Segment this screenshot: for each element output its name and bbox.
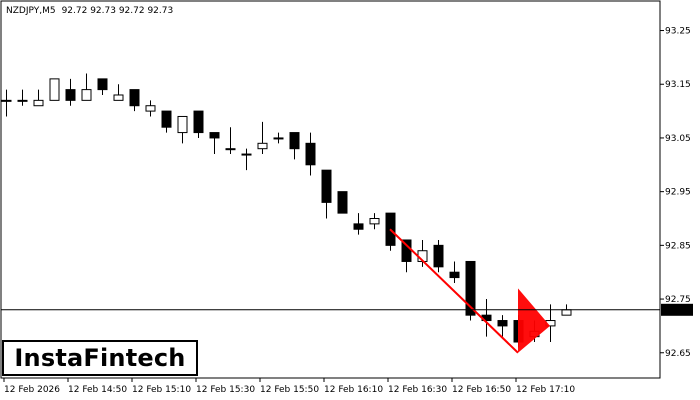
candles-layer — [1, 73, 572, 348]
ohlc-values: 92.72 92.73 92.72 92.73 — [62, 6, 174, 16]
candle-body — [433, 244, 444, 268]
candle-body — [113, 94, 124, 101]
y-tick-label: 93.25 — [665, 27, 691, 37]
candle — [257, 121, 268, 155]
symbol-header: NZDJPY,M5 92.72 92.73 92.72 92.73 — [6, 6, 173, 16]
candle-body — [289, 132, 300, 150]
candle-body — [65, 89, 76, 101]
candle-body — [161, 110, 172, 128]
candle — [209, 132, 220, 155]
y-tick-label: 92.65 — [665, 349, 691, 359]
pattern-layer — [389, 228, 550, 354]
pattern-pennant — [518, 288, 550, 353]
candle — [289, 132, 300, 160]
candle — [129, 89, 140, 112]
candle — [33, 89, 44, 107]
brand-logo: InstaFintech — [2, 340, 198, 376]
x-tick-label: 12 Feb 17:10 — [516, 385, 575, 395]
candle-body — [465, 260, 476, 316]
x-tick-label: 12 Feb 15:50 — [260, 385, 319, 395]
candle-body — [369, 218, 380, 225]
candle — [353, 213, 364, 235]
y-tick-label: 93.15 — [665, 80, 691, 90]
candle — [1, 89, 12, 117]
x-tick-label: 12 Feb 16:50 — [452, 385, 511, 395]
candle — [65, 78, 76, 106]
candle-body — [17, 99, 28, 102]
x-tick-label: 12 Feb 15:30 — [196, 385, 255, 395]
candle — [49, 78, 60, 101]
candle-body — [353, 223, 364, 230]
plot-frame — [0, 0, 661, 379]
candle-body — [257, 142, 268, 150]
candle — [481, 299, 492, 337]
candle-body — [1, 99, 12, 102]
candle — [497, 315, 508, 337]
y-tick-label: 92.85 — [665, 241, 691, 251]
candle-body — [97, 78, 108, 91]
time-axis: 12 Feb 2026 12 Feb 14:50 12 Feb 15:10 12 Fe… — [3, 378, 575, 395]
y-tick-label: 93.05 — [665, 134, 691, 144]
candle-body — [193, 110, 204, 134]
candle — [337, 191, 348, 214]
candle — [17, 89, 28, 106]
candle — [321, 169, 332, 219]
candle — [449, 261, 460, 283]
candle-body — [273, 137, 284, 140]
candle — [273, 132, 284, 144]
candle — [81, 73, 92, 101]
candle-body — [497, 320, 508, 327]
candle-body — [321, 169, 332, 203]
candle-body — [449, 271, 460, 279]
candle — [97, 78, 108, 95]
candle — [177, 115, 188, 144]
candle — [433, 239, 444, 273]
pattern-pole-line — [389, 228, 519, 354]
x-tick-label: 12 Feb 2026 — [4, 385, 60, 395]
candle-body — [209, 132, 220, 139]
current-price-tag — [661, 303, 693, 316]
candle-body — [33, 99, 44, 107]
symbol-name: NZDJPY,M5 — [6, 6, 56, 16]
y-tick-label: 92.95 — [665, 188, 691, 198]
price-axis: 93.25 93.15 93.05 92.95 92.85 92.75 92.65 92.73 — [660, 27, 693, 359]
candle-body — [305, 142, 316, 166]
candle — [465, 260, 476, 321]
candle — [369, 213, 380, 230]
candle-body — [81, 89, 92, 101]
candle — [225, 127, 236, 155]
candle-body — [177, 115, 188, 134]
candle-body — [241, 153, 252, 156]
candle — [241, 148, 252, 171]
current-price-label: 92.73 — [664, 306, 690, 316]
candle — [145, 100, 156, 117]
x-tick-label: 12 Feb 16:10 — [324, 385, 383, 395]
y-tick-label: 92.75 — [665, 295, 691, 305]
candle — [113, 84, 124, 101]
x-tick-label: 12 Feb 16:30 — [388, 385, 447, 395]
candle-body — [337, 191, 348, 214]
candle — [305, 132, 316, 176]
candle — [193, 110, 204, 138]
candle-body — [145, 105, 156, 112]
x-tick-label: 12 Feb 14:50 — [68, 385, 127, 395]
candle-body — [49, 78, 60, 101]
candle-body — [129, 89, 140, 107]
candle-body — [225, 148, 236, 151]
candle-body — [561, 309, 572, 316]
candle — [161, 110, 172, 133]
x-tick-label: 12 Feb 15:10 — [132, 385, 191, 395]
